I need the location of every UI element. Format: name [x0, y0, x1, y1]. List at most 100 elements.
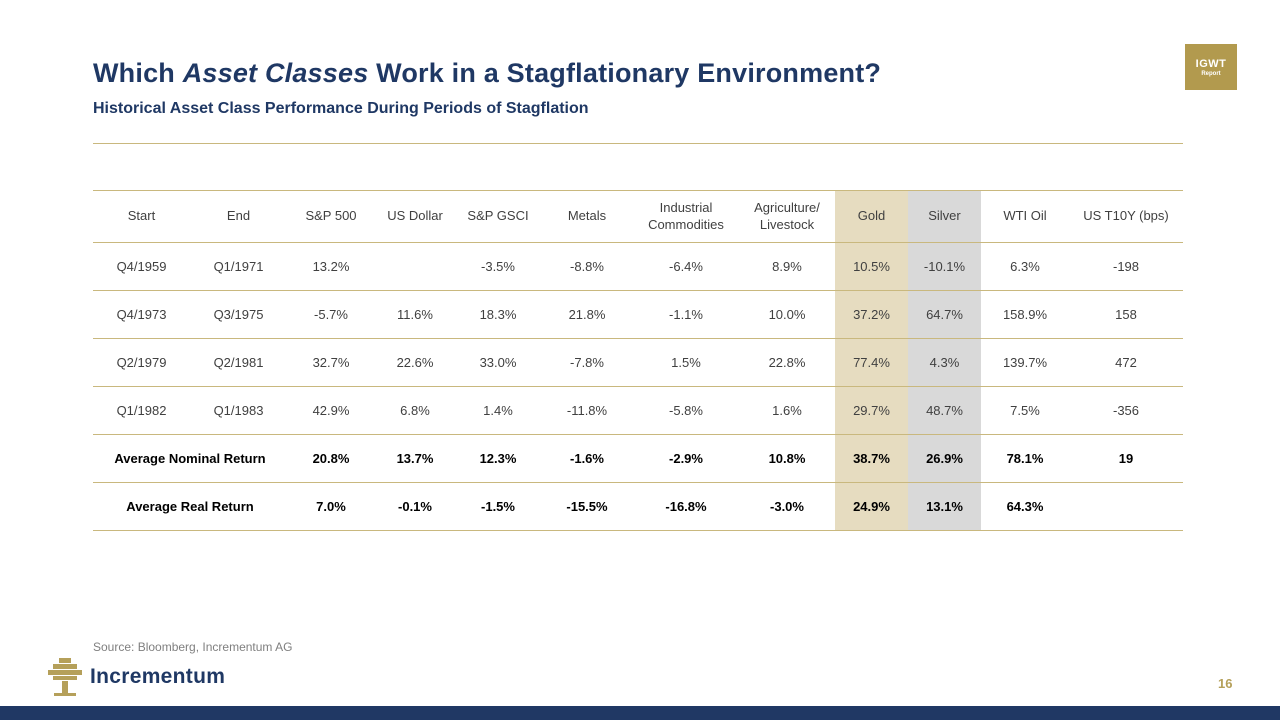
- column-header: S&P 500: [305, 208, 357, 224]
- table-cell: Q2/1979: [116, 355, 167, 370]
- table-cell: 48.7%: [908, 386, 981, 435]
- table-cell: -5.8%: [669, 403, 703, 418]
- row-label: Average Nominal Return: [114, 451, 266, 466]
- table-cell: -1.5%: [481, 499, 515, 514]
- table-cell: -1.6%: [570, 451, 604, 466]
- logo-text: Incrementum: [90, 665, 226, 688]
- table-cell: 1.6%: [772, 403, 802, 418]
- table-cell: 24.9%: [835, 482, 908, 531]
- column-header: Metals: [567, 208, 607, 224]
- table-cell: Q1/1971: [213, 259, 264, 274]
- table-cell: Q1/1983: [213, 403, 264, 418]
- table-cell: -198: [1112, 259, 1140, 274]
- table-row: Q4/1973 Q3/1975 -5.7% 11.6% 18.3% 21.8% -1.1% 1…: [93, 290, 1183, 339]
- table-cell: -8.8%: [570, 259, 604, 274]
- table-cell: 22.8%: [768, 355, 806, 370]
- title-suffix: Work in a Stagflationary Environment?: [368, 58, 882, 88]
- table-cell: 8.9%: [772, 259, 802, 274]
- title-italic: Asset Classes: [182, 58, 369, 88]
- table-cell: 7.0%: [316, 499, 346, 514]
- table-cell: 33.0%: [479, 355, 517, 370]
- column-header: End: [226, 208, 251, 224]
- table-row: Q1/1982 Q1/1983 42.9% 6.8% 1.4% -11.8% -5.8% 1.…: [93, 386, 1183, 435]
- table-cell: 78.1%: [1006, 451, 1044, 466]
- table-cell: 472: [1115, 355, 1137, 370]
- table-cell: -7.8%: [570, 355, 604, 370]
- column-header: WTI Oil: [1003, 208, 1047, 224]
- table-cell: 10.8%: [768, 451, 806, 466]
- table-cell: -2.9%: [669, 451, 703, 466]
- table-cell: -15.5%: [566, 499, 608, 514]
- title-prefix: Which: [93, 58, 183, 88]
- table-cell: -10.1%: [908, 242, 981, 291]
- incrementum-logo: Incrementum: [48, 658, 225, 696]
- table-cell: 26.9%: [908, 434, 981, 483]
- table-cell: 64.7%: [908, 290, 981, 339]
- table-cell: Q4/1959: [116, 259, 167, 274]
- table-cell: 13.2%: [312, 259, 350, 274]
- page-number: 16: [1218, 676, 1233, 691]
- table-cell: 1.4%: [483, 403, 513, 418]
- table-cell: 10.0%: [768, 307, 806, 322]
- table-cell: 22.6%: [396, 355, 434, 370]
- column-header: Industrial Commodities: [648, 200, 724, 232]
- table-cell: -11.8%: [566, 403, 608, 418]
- source-note: Source: Bloomberg, Incrementum AG: [93, 640, 293, 654]
- table-cell: 6.3%: [1010, 259, 1040, 274]
- table-cell: 13.1%: [908, 482, 981, 531]
- table-cell: 12.3%: [479, 451, 517, 466]
- table-cell: 11.6%: [397, 307, 433, 322]
- table-cell: 158: [1115, 307, 1137, 322]
- slide-subtitle: Historical Asset Class Performance Durin…: [93, 100, 589, 117]
- igwt-report-badge: IGWT Report: [1185, 44, 1237, 90]
- column-header: US T10Y (bps): [1083, 208, 1169, 224]
- badge-subtitle: Report: [1201, 70, 1221, 77]
- column-header: Silver: [908, 190, 981, 243]
- table-cell: Q2/1981: [213, 355, 264, 370]
- performance-table: Start End S&P 500 US Dollar S&P GSCI Metals In…: [93, 190, 1183, 531]
- table-cell: 32.7%: [312, 355, 350, 370]
- table-cell: 42.9%: [312, 403, 350, 418]
- table-cell: -3.0%: [770, 499, 804, 514]
- column-header: Start: [127, 208, 156, 224]
- table-cell: 1.5%: [671, 355, 701, 370]
- table-cell: 18.3%: [479, 307, 517, 322]
- column-header: S&P GSCI: [467, 208, 529, 224]
- table-row: Q4/1959 Q1/1971 13.2% -3.5% -8.8% -6.4% 8.9% 10…: [93, 242, 1183, 291]
- header-row: Start End S&P 500 US Dollar S&P GSCI Metals In…: [93, 190, 1183, 243]
- tree-logo-icon: [48, 658, 82, 696]
- table-cell: Q3/1975: [213, 307, 264, 322]
- row-label: Average Real Return: [126, 499, 254, 514]
- table-cell: 20.8%: [312, 451, 350, 466]
- table-cell: 29.7%: [835, 386, 908, 435]
- table-cell: 13.7%: [396, 451, 434, 466]
- table-cell: [375, 243, 455, 291]
- table-cell: 4.3%: [908, 338, 981, 387]
- bottom-bar: [0, 706, 1280, 720]
- table-cell: -356: [1112, 403, 1140, 418]
- slide-title: Which Asset Classes Work in a Stagflatio…: [93, 58, 881, 89]
- column-header: Agriculture/ Livestock: [754, 200, 820, 232]
- table-cell: 77.4%: [835, 338, 908, 387]
- table-row: Average Real Return 7.0% -0.1% -1.5% -15.5% -…: [93, 482, 1183, 531]
- table-cell: 37.2%: [835, 290, 908, 339]
- column-header: Gold: [835, 190, 908, 243]
- table-cell: -3.5%: [481, 259, 515, 274]
- table-cell: 21.8%: [568, 307, 606, 322]
- table-cell: 64.3%: [1006, 499, 1044, 514]
- table-cell: Q4/1973: [116, 307, 167, 322]
- badge-title: IGWT: [1195, 57, 1227, 70]
- table-cell: -1.1%: [669, 307, 703, 322]
- table-row: Average Nominal Return 20.8% 13.7% 12.3% -1.…: [93, 434, 1183, 483]
- column-header: US Dollar: [387, 208, 443, 224]
- table-cell: [1069, 483, 1183, 531]
- table-row: Q2/1979 Q2/1981 32.7% 22.6% 33.0% -7.8% 1.5% 22…: [93, 338, 1183, 387]
- table-cell: 158.9%: [1002, 307, 1048, 322]
- table-cell: 7.5%: [1010, 403, 1040, 418]
- table-cell: -5.7%: [314, 307, 348, 322]
- divider-line: [93, 143, 1183, 144]
- table-cell: -16.8%: [665, 499, 707, 514]
- table-cell: Q1/1982: [116, 403, 167, 418]
- table-container: Start End S&P 500 US Dollar S&P GSCI Metals In…: [93, 190, 1183, 531]
